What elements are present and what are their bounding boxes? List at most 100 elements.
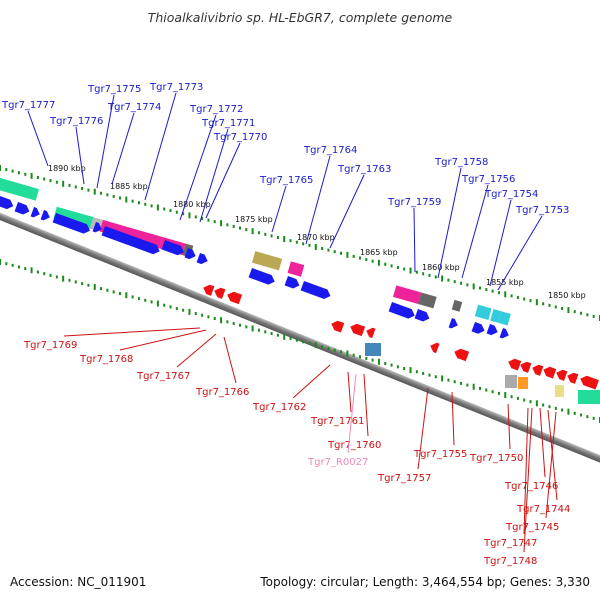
gene-label-forward[interactable]: Tgr7_1773 — [149, 82, 203, 93]
gene-arrow[interactable] — [101, 226, 162, 256]
kbp-tick — [74, 185, 77, 189]
gene-label-reverse[interactable]: Tgr7_1748 — [483, 556, 537, 567]
kbp-tick — [81, 282, 84, 286]
callout-line — [223, 336, 237, 384]
gene-label-forward[interactable]: Tgr7_1777 — [1, 100, 55, 111]
gene-arrow[interactable] — [92, 222, 104, 234]
rna-label[interactable]: Tgr7_R0027 — [307, 457, 368, 468]
feature-box[interactable] — [418, 292, 437, 309]
gene-arrow[interactable] — [184, 248, 198, 261]
gene-arrow[interactable] — [226, 290, 243, 305]
feature-box[interactable] — [287, 261, 305, 277]
kbp-tick — [207, 218, 210, 222]
gene-label-forward[interactable]: Tgr7_1772 — [189, 104, 243, 115]
gene-arrow[interactable] — [40, 210, 52, 222]
gene-arrow[interactable] — [202, 283, 215, 296]
gene-arrow[interactable] — [30, 207, 42, 219]
gene-label-reverse[interactable]: Tgr7_1766 — [195, 387, 249, 398]
kbp-tick — [17, 171, 20, 175]
gene-arrow[interactable] — [349, 322, 366, 337]
feature-box[interactable] — [518, 377, 528, 389]
gene-label-reverse[interactable]: Tgr7_1745 — [505, 522, 559, 533]
feature-box[interactable] — [474, 304, 492, 321]
gene-label-reverse[interactable]: Tgr7_1750 — [469, 453, 523, 464]
gene-arrow[interactable] — [507, 357, 522, 371]
gene-arrow[interactable] — [486, 324, 500, 337]
kbp-tick — [390, 363, 393, 367]
gene-label-reverse[interactable]: Tgr7_1747 — [483, 538, 537, 549]
gene-arrow[interactable] — [284, 276, 302, 290]
gene-arrow[interactable] — [0, 196, 15, 211]
gene-label-forward[interactable]: Tgr7_1758 — [434, 157, 488, 168]
kbp-tick — [201, 217, 204, 221]
gene-arrow[interactable] — [248, 268, 277, 286]
gene-label-reverse[interactable]: Tgr7_1757 — [377, 473, 431, 484]
gene-arrow[interactable] — [429, 341, 440, 354]
kbp-tick — [68, 183, 71, 187]
feature-box[interactable] — [451, 299, 463, 312]
callout-line — [545, 411, 557, 519]
kbp-tick — [523, 297, 526, 301]
feature-box[interactable] — [365, 343, 381, 356]
gene-arrow[interactable] — [365, 326, 376, 339]
callout-line — [507, 403, 511, 450]
kbp-tick — [529, 299, 532, 303]
gene-arrow[interactable] — [579, 374, 599, 390]
gene-arrow[interactable] — [519, 360, 532, 373]
gene-arrow[interactable] — [453, 347, 470, 362]
gene-label-forward[interactable]: Tgr7_1775 — [87, 84, 141, 95]
gene-arrow[interactable] — [499, 328, 511, 340]
gene-label-forward[interactable]: Tgr7_1771 — [201, 118, 255, 129]
gene-label-forward[interactable]: Tgr7_1776 — [49, 116, 103, 127]
feature-box[interactable] — [490, 309, 502, 323]
gene-label-forward[interactable]: Tgr7_1759 — [387, 197, 441, 208]
gene-arrow[interactable] — [196, 253, 210, 266]
gene-arrow[interactable] — [555, 368, 568, 381]
kbp-tick — [0, 259, 1, 265]
kbp-tick — [62, 275, 65, 282]
gene-label-reverse[interactable]: Tgr7_1769 — [23, 340, 77, 351]
gene-arrow[interactable] — [566, 371, 579, 384]
kbp-tick — [491, 390, 494, 394]
kbp-tick — [592, 416, 595, 420]
gene-label-forward[interactable]: Tgr7_1756 — [461, 174, 515, 185]
gene-label-reverse[interactable]: Tgr7_1767 — [136, 371, 190, 382]
gene-label-forward[interactable]: Tgr7_1753 — [515, 205, 569, 216]
gene-label-forward[interactable]: Tgr7_1754 — [484, 189, 538, 200]
gene-arrow[interactable] — [161, 240, 186, 257]
kbp-tick — [302, 242, 305, 246]
gene-label-reverse[interactable]: Tgr7_1755 — [413, 449, 467, 460]
gene-arrow[interactable] — [542, 365, 557, 379]
gene-label-forward[interactable]: Tgr7_1770 — [213, 132, 267, 143]
gene-arrow[interactable] — [531, 363, 544, 376]
feature-box[interactable] — [0, 176, 40, 201]
gene-label-forward[interactable]: Tgr7_1763 — [337, 164, 391, 175]
gene-label-reverse[interactable]: Tgr7_1762 — [252, 402, 306, 413]
gene-arrow[interactable] — [330, 319, 345, 333]
gene-arrow[interactable] — [414, 309, 432, 323]
gene-arrow[interactable] — [300, 281, 333, 301]
gene-arrow[interactable] — [14, 202, 32, 216]
kbp-tick — [377, 358, 380, 365]
gene-label-reverse[interactable]: Tgr7_1744 — [516, 504, 570, 515]
kbp-tick — [30, 267, 33, 274]
gene-label-forward[interactable]: Tgr7_1774 — [107, 102, 161, 113]
feature-box[interactable] — [497, 311, 511, 326]
gene-arrow[interactable] — [52, 213, 92, 235]
gene-label-reverse[interactable]: Tgr7_1768 — [79, 354, 133, 365]
gene-label-reverse[interactable]: Tgr7_1760 — [327, 440, 381, 451]
gene-arrow[interactable] — [471, 322, 487, 336]
gene-arrow[interactable] — [388, 302, 417, 320]
feature-box[interactable] — [578, 390, 600, 404]
feature-box[interactable] — [505, 375, 517, 388]
gene-label-forward[interactable]: Tgr7_1764 — [303, 145, 357, 156]
feature-box[interactable] — [251, 251, 283, 271]
gene-arrow[interactable] — [448, 318, 460, 330]
kbp-tick — [333, 348, 336, 352]
gene-label-reverse[interactable]: Tgr7_1746 — [504, 481, 558, 492]
feature-box[interactable] — [555, 385, 564, 397]
feature-box[interactable] — [393, 285, 422, 305]
gene-arrow[interactable] — [213, 286, 226, 299]
gene-label-reverse[interactable]: Tgr7_1761 — [310, 416, 364, 427]
gene-label-forward[interactable]: Tgr7_1765 — [259, 175, 313, 186]
